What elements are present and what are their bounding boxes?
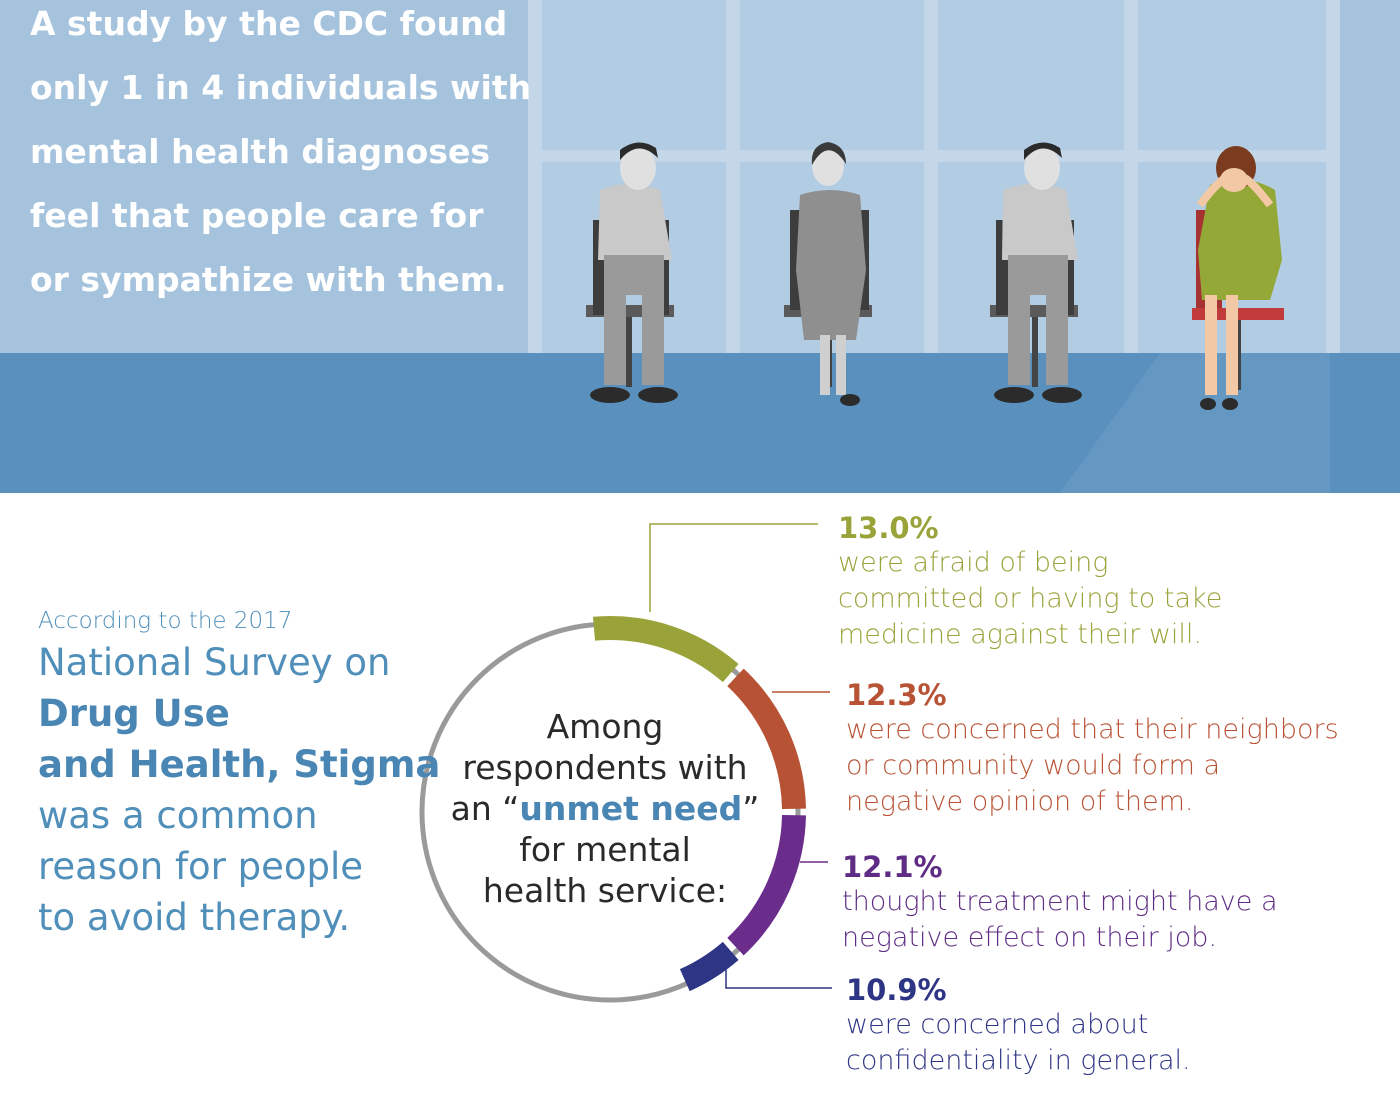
hero-line: feel that people care for — [30, 196, 484, 235]
intro-line: According to the 2017 — [38, 608, 293, 634]
stat-description: were afraid of being committed or having… — [838, 545, 1222, 653]
person-woman-distressed — [1192, 146, 1284, 410]
stat-percent: 12.3% — [846, 678, 947, 712]
stat-desc-line: were afraid of being — [838, 547, 1109, 578]
intro-line: was a common — [38, 794, 318, 837]
person-man-1 — [586, 142, 678, 403]
stat-percent: 13.0% — [838, 511, 939, 545]
intro-line: reason for people — [38, 845, 364, 888]
stat-neighbors-opinion: 12.3% were concerned that their neighbor… — [846, 678, 1339, 820]
stat-percent: 12.1% — [842, 850, 943, 884]
hero-line: A study by the CDC found — [30, 4, 508, 43]
hero-line: mental health diagnoses — [30, 132, 490, 171]
ring-segment-12-1 — [727, 814, 806, 956]
connector-line-1 — [649, 523, 818, 612]
stat-desc-line: negative opinion of them. — [846, 786, 1194, 817]
stat-description: thought treatment might have a negative … — [842, 884, 1278, 956]
stat-description: were concerned that their neighbors or c… — [846, 712, 1339, 820]
stat-desc-line: were concerned that their neighbors — [846, 714, 1339, 745]
intro-line: to avoid therapy. — [38, 896, 351, 939]
stat-desc-line: committed or having to take — [838, 583, 1223, 614]
stat-desc-line: confidentiality in general. — [846, 1045, 1191, 1076]
stat-description: were concerned about confidentiality in … — [846, 1007, 1191, 1079]
center-line: for mental — [519, 830, 691, 869]
intro-line: National Survey on — [38, 641, 391, 684]
survey-intro: According to the 2017 National Survey on… — [38, 605, 441, 943]
ring-segment-13 — [592, 616, 739, 683]
unmet-need-highlight: unmet need — [519, 789, 743, 828]
hero-line: or sympathize with them. — [30, 260, 507, 299]
center-suffix: ” — [742, 789, 760, 828]
stat-job-effect: 12.1% thought treatment might have a neg… — [842, 850, 1278, 956]
person-woman-1 — [784, 142, 872, 406]
center-prefix: an “ — [450, 789, 520, 828]
hero-statement: A study by the CDC found only 1 in 4 ind… — [30, 0, 532, 312]
center-line: Among — [546, 707, 664, 746]
center-line: health service: — [482, 871, 728, 910]
stat-afraid-committed: 13.0% were afraid of being committed or … — [838, 511, 1222, 653]
ring-segment-10-9 — [679, 941, 739, 992]
hero-illustration: A study by the CDC found only 1 in 4 ind… — [0, 0, 1400, 493]
ring-segment-12-3 — [727, 668, 806, 810]
waiting-room-scene — [0, 0, 1400, 493]
hero-line: only 1 in 4 individuals with — [30, 68, 532, 107]
center-line: respondents with — [462, 748, 748, 787]
center-line-highlight: an “unmet need” — [450, 788, 760, 829]
connector-line-4 — [725, 968, 832, 989]
stat-percent: 10.9% — [846, 973, 947, 1007]
intro-line-bold: Drug Use — [38, 692, 230, 735]
stat-desc-line: medicine against their will. — [838, 619, 1203, 650]
stat-desc-line: or community would form a — [846, 750, 1221, 781]
stat-desc-line: were concerned about — [846, 1009, 1149, 1040]
stat-desc-line: thought treatment might have a — [842, 886, 1278, 917]
ring-center-label: Among respondents with an “unmet need” f… — [450, 706, 760, 911]
stat-desc-line: negative effect on their job. — [842, 922, 1218, 953]
intro-line-bold: and Health, Stigma — [38, 743, 441, 786]
stat-confidentiality: 10.9% were concerned about confidentiali… — [846, 973, 1191, 1079]
person-man-2 — [990, 142, 1082, 403]
